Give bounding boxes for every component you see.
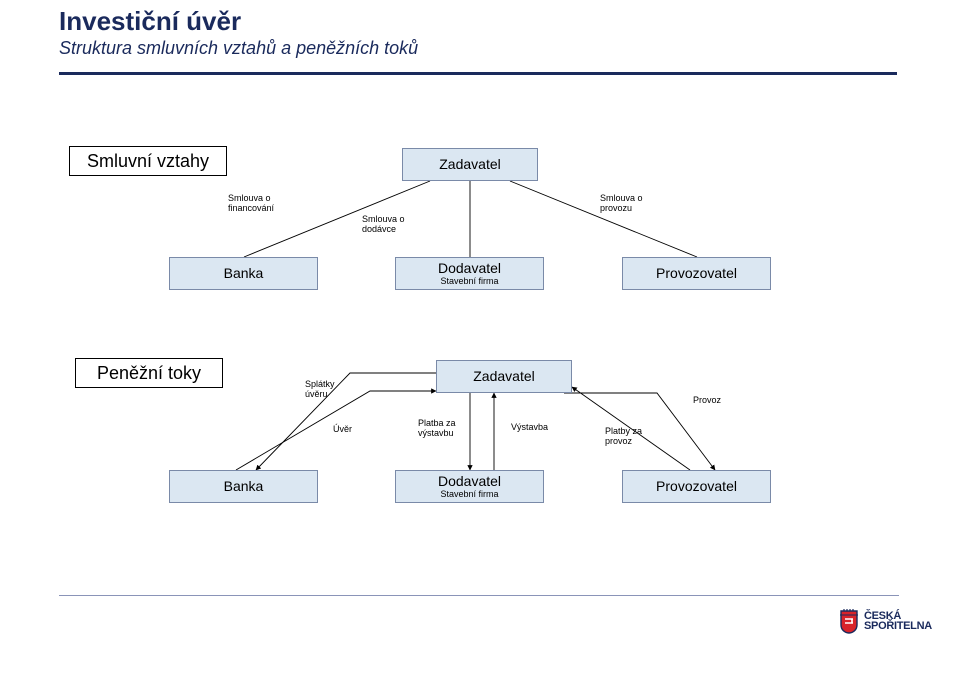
edge-label-line: provoz (605, 437, 642, 447)
node-sublabel: Stavební firma (440, 276, 498, 286)
brand-logo: ČESKÁ SPOŘITELNA (838, 608, 932, 634)
node-label: Zadavatel (439, 156, 500, 172)
edge-label-platby: Platby za provoz (605, 427, 642, 447)
edge-label-line: financování (228, 204, 274, 214)
edge-label-provozu: Smlouva o provozu (600, 194, 643, 214)
section-title-1: Smluvní vztahy (87, 151, 209, 172)
header-divider (59, 72, 897, 75)
edge-label-splatky: Splátky úvěru (305, 380, 335, 400)
diagram-lines (0, 0, 960, 678)
edge-label-provoz: Provoz (693, 396, 721, 406)
edge-label-platba: Platba za výstavbu (418, 419, 456, 439)
page-subtitle: Struktura smluvních vztahů a peněžních t… (59, 38, 418, 59)
node-label: Zadavatel (473, 368, 534, 384)
node-provozovatel-2: Provozovatel (622, 470, 771, 503)
edge-label-uver: Úvěr (333, 425, 352, 435)
page: Investiční úvěr Struktura smluvních vzta… (0, 0, 960, 678)
footer-divider (59, 595, 899, 596)
node-banka-1: Banka (169, 257, 318, 290)
node-dodavatel-1: Dodavatel Stavební firma (395, 257, 544, 290)
node-label: Dodavatel (438, 260, 501, 276)
node-label: Banka (224, 478, 264, 494)
node-sublabel: Stavební firma (440, 489, 498, 499)
node-provozovatel-1: Provozovatel (622, 257, 771, 290)
node-zadavatel-2: Zadavatel (436, 360, 572, 393)
section-box-smluvni-vztahy: Smluvní vztahy (69, 146, 227, 176)
node-label: Banka (224, 265, 264, 281)
brand-logo-icon (838, 608, 860, 634)
edge-label-dodavce: Smlouva o dodávce (362, 215, 405, 235)
edge-label-line: Výstavba (511, 423, 548, 433)
node-zadavatel-1: Zadavatel (402, 148, 538, 181)
edge-label-line: úvěru (305, 390, 335, 400)
edge-label-line: provozu (600, 204, 643, 214)
edge-label-line: Úvěr (333, 425, 352, 435)
page-title: Investiční úvěr (59, 6, 241, 37)
brand-logo-text: ČESKÁ SPOŘITELNA (864, 611, 932, 632)
node-label: Dodavatel (438, 473, 501, 489)
edge-label-line: výstavbu (418, 429, 456, 439)
section-box-penezni-toky: Peněžní toky (75, 358, 223, 388)
node-dodavatel-2: Dodavatel Stavební firma (395, 470, 544, 503)
node-label: Provozovatel (656, 478, 737, 494)
node-banka-2: Banka (169, 470, 318, 503)
edge-label-line: Provoz (693, 396, 721, 406)
edge-label-financovani: Smlouva o financování (228, 194, 274, 214)
edge-label-vystavba: Výstavba (511, 423, 548, 433)
section-title-2: Peněžní toky (97, 363, 201, 384)
brand-text-line: SPOŘITELNA (864, 621, 932, 631)
node-label: Provozovatel (656, 265, 737, 281)
edge-label-line: dodávce (362, 225, 405, 235)
